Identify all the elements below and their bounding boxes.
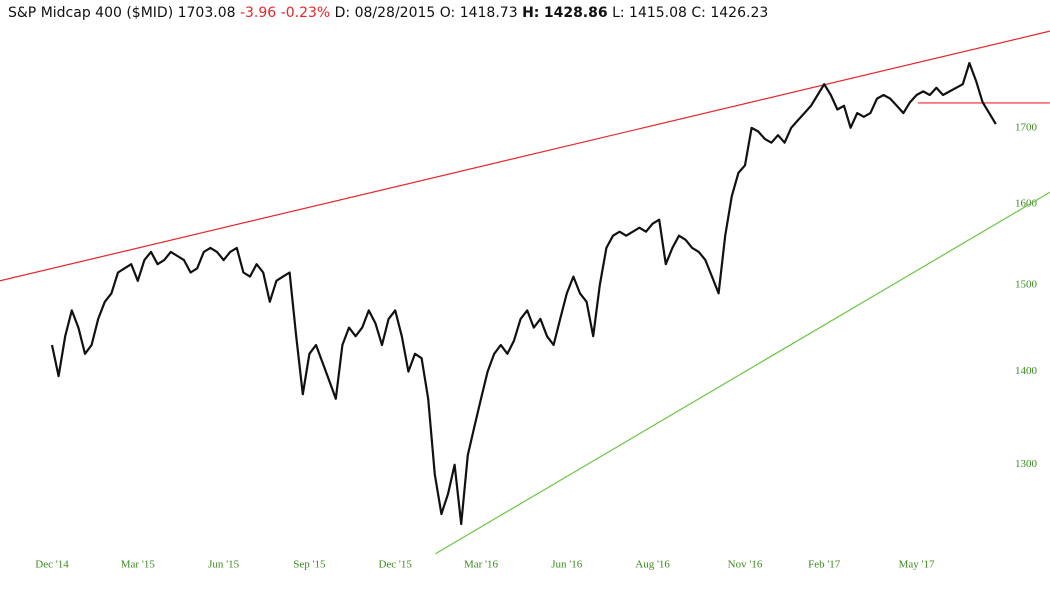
y-tick-label: 1500 (1015, 279, 1038, 291)
symbol: S&P Midcap 400 ($MID) (8, 5, 174, 21)
o-label: O: (439, 5, 456, 21)
x-tick-label: Jun '15 (208, 559, 240, 571)
open: 1418.73 (459, 5, 518, 21)
y-tick-label: 1300 (1015, 458, 1038, 470)
x-tick-label: Nov '16 (728, 559, 763, 571)
c-label: C: (691, 5, 706, 21)
date: 08/28/2015 (354, 5, 436, 21)
y-tick-label: 1600 (1015, 197, 1038, 209)
trend-line (0, 30, 1050, 282)
l-label: L: (612, 5, 625, 21)
low: 1415.08 (629, 5, 687, 21)
x-tick-label: Mar '15 (121, 559, 156, 571)
x-tick-label: Sep '15 (293, 559, 326, 571)
x-tick-label: Dec '14 (35, 559, 69, 571)
x-tick-label: Mar '16 (464, 559, 499, 571)
y-tick-label: 1400 (1015, 365, 1038, 377)
last: 1703.08 (177, 5, 236, 21)
price-line (50, 61, 997, 526)
x-tick-label: Aug '16 (635, 559, 670, 571)
x-tick-label: Feb '17 (808, 559, 841, 571)
d-label: D: (334, 5, 351, 21)
x-tick-label: Dec '15 (378, 559, 412, 571)
header: S&P Midcap 400 ($MID) 1703.08 -3.96 -0.2… (8, 5, 768, 21)
high: 1428.86 (543, 5, 608, 21)
change: -3.96 (239, 5, 277, 21)
close: 1426.23 (710, 5, 769, 21)
h-label: H: (522, 5, 540, 21)
y-tick-label: 1700 (1015, 121, 1038, 133)
x-tick-label: Jun '16 (551, 559, 583, 571)
trend-line (435, 191, 1050, 555)
x-tick-label: May '17 (899, 559, 935, 571)
change-pct: -0.23% (280, 5, 331, 21)
